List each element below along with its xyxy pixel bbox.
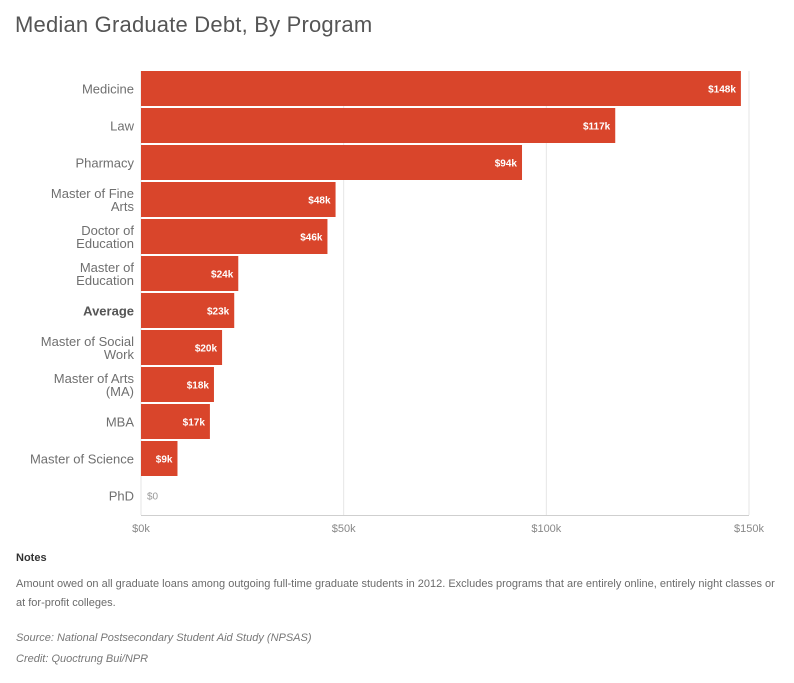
bar: [141, 330, 223, 365]
bar-value-label: $9k: [156, 455, 173, 466]
category-label: Master of Science: [30, 452, 134, 467]
category-label: Master of Fine Arts: [51, 186, 135, 214]
bar: [141, 219, 328, 254]
bar-value-label: $20k: [195, 344, 218, 355]
category-label: Average: [83, 304, 134, 319]
author-credit: Credit: Quoctrung Bui/NPR: [16, 653, 149, 665]
category-label: Master of Education: [76, 260, 134, 288]
category-label: MBA: [106, 415, 135, 430]
chart-title: Median Graduate Debt, By Program: [15, 12, 373, 37]
bar: [141, 182, 336, 217]
bar-value-label: $24k: [211, 270, 234, 281]
bar-value-label: $148k: [708, 85, 736, 96]
category-label: Master of Social Work: [41, 334, 135, 362]
category-label: Pharmacy: [75, 156, 134, 171]
bar-value-label: $48k: [308, 196, 331, 207]
bar: [141, 145, 523, 180]
category-label: Law: [110, 119, 134, 134]
bar-value-label: $94k: [495, 159, 518, 170]
category-label: Medicine: [82, 82, 134, 97]
bar: [141, 404, 210, 439]
bar: [141, 293, 235, 328]
bar-value-label: $18k: [187, 381, 210, 392]
bar: [141, 256, 239, 291]
bar: [141, 367, 214, 402]
notes-text: Amount owed on all graduate loans among …: [16, 578, 775, 609]
bar-value-label: $17k: [183, 418, 206, 429]
bar: [141, 108, 616, 143]
category-label: Doctor of Education: [76, 223, 134, 251]
source-credit: Source: National Postsecondary Student A…: [16, 632, 312, 644]
bar: [141, 71, 741, 106]
bar-value-label: $0: [147, 492, 159, 503]
bar: [141, 441, 178, 476]
x-tick-label: $0k: [132, 523, 150, 535]
x-tick-label: $100k: [531, 523, 561, 535]
x-tick-label: $50k: [332, 523, 356, 535]
category-label: PhD: [109, 489, 134, 504]
bar-value-label: $23k: [207, 307, 230, 318]
bar-value-label: $117k: [583, 122, 611, 133]
bar-value-label: $46k: [300, 233, 323, 244]
category-label: Master of Arts (MA): [54, 371, 135, 399]
notes-heading: Notes: [16, 552, 47, 564]
bar-chart: $0k $50k $100k $150k $148k Medicine $117k Law $9…: [30, 71, 764, 535]
x-tick-label: $150k: [734, 523, 764, 535]
